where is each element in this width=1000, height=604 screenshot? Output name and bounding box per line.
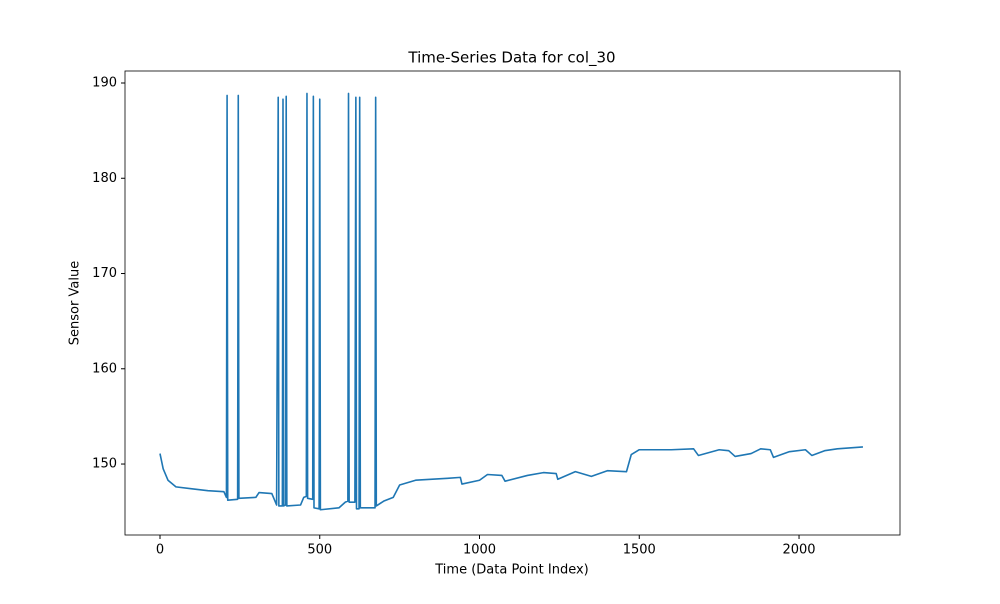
y-tick-label: 180 [92,171,117,186]
x-tick-label: 2000 [782,543,815,558]
plot-frame [124,70,901,536]
x-axis-label: Time (Data Point Index) [434,563,588,578]
y-axis-label: Sensor Value [68,261,83,345]
data-line [159,92,863,511]
x-tick-label: 0 [156,543,164,558]
chart-title: Time-Series Data for col_30 [407,49,615,68]
x-tick-label: 500 [307,543,332,558]
y-tick-label: 170 [92,266,117,281]
y-tick-label: 190 [92,76,117,91]
y-tick-label: 150 [92,457,117,472]
x-tick-label: 1500 [623,543,656,558]
x-tick-label: 1000 [463,543,496,558]
y-tick-label: 160 [92,361,117,376]
